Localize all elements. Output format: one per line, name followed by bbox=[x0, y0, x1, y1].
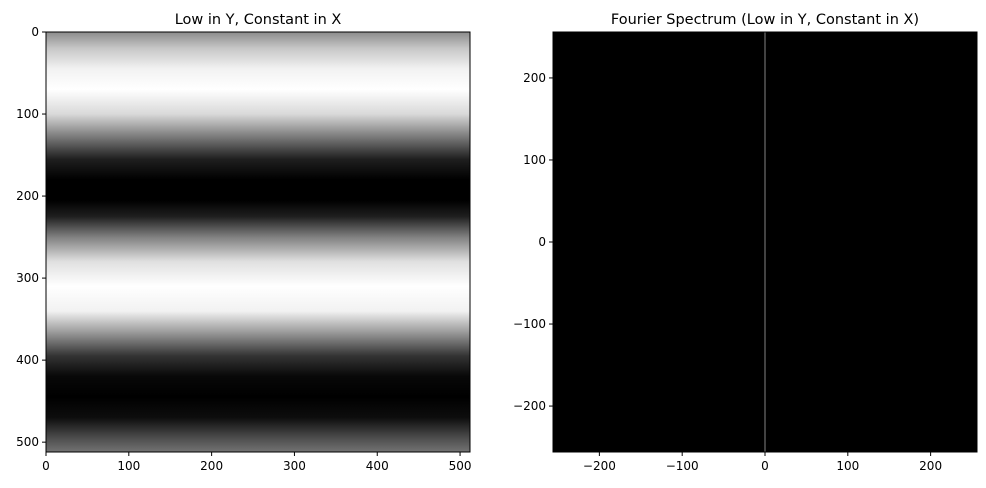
left-chart-title: Low in Y, Constant in X bbox=[175, 12, 342, 28]
right-y-tick-label: 200 bbox=[523, 71, 546, 85]
right-y-tick-label: −100 bbox=[513, 317, 546, 331]
left-y-axis: 0 100 200 300 400 500 bbox=[16, 25, 46, 449]
left-x-tick-label: 0 bbox=[42, 459, 50, 473]
left-x-tick-label: 300 bbox=[283, 459, 306, 473]
right-x-tick-label: −100 bbox=[666, 459, 699, 473]
left-axes-frame bbox=[45, 31, 471, 453]
left-y-tick-label: 500 bbox=[16, 435, 39, 449]
right-y-tick-label: 100 bbox=[523, 153, 546, 167]
left-y-tick-label: 300 bbox=[16, 271, 39, 285]
left-heatmap-image bbox=[46, 32, 470, 452]
left-y-tick-label: 400 bbox=[16, 353, 39, 367]
right-x-tick-label: 200 bbox=[919, 459, 942, 473]
left-chart: Low in Y, Constant in X 0 100 200 300 400 500… bbox=[16, 12, 471, 473]
right-x-tick-label: −200 bbox=[583, 459, 616, 473]
left-y-tick-label: 200 bbox=[16, 189, 39, 203]
right-x-tick-label: 0 bbox=[761, 459, 769, 473]
left-x-tick-label: 200 bbox=[200, 459, 223, 473]
left-x-tick-label: 100 bbox=[117, 459, 140, 473]
right-x-tick-label: 100 bbox=[836, 459, 859, 473]
right-y-axis: 200 100 0 −100 −200 bbox=[513, 71, 553, 413]
left-y-tick-label: 100 bbox=[16, 107, 39, 121]
right-chart: Fourier Spectrum (Low in Y, Constant in … bbox=[513, 12, 978, 473]
left-x-tick-label: 400 bbox=[366, 459, 389, 473]
left-x-tick-label: 500 bbox=[449, 459, 472, 473]
right-y-tick-label: −200 bbox=[513, 399, 546, 413]
right-chart-title: Fourier Spectrum (Low in Y, Constant in … bbox=[611, 12, 919, 28]
right-y-tick-label: 0 bbox=[538, 235, 546, 249]
right-x-axis: −200 −100 0 100 200 bbox=[583, 452, 942, 473]
left-y-tick-label: 0 bbox=[31, 25, 39, 39]
left-x-axis: 0 100 200 300 400 500 bbox=[42, 452, 472, 473]
